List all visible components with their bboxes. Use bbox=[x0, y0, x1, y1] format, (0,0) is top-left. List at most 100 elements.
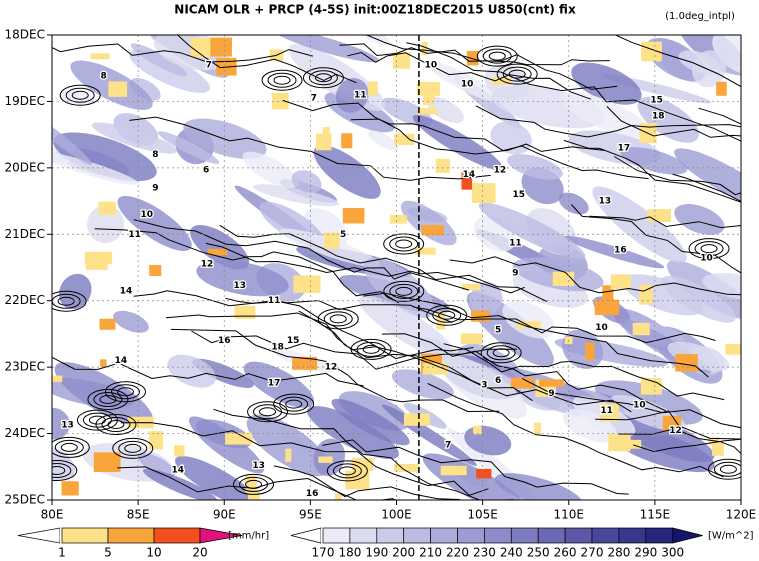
contour bbox=[133, 290, 453, 324]
precip-shade bbox=[539, 379, 565, 387]
colorbar-label: 10 bbox=[146, 546, 161, 560]
contour-label: 11 bbox=[128, 230, 141, 240]
precip-shade bbox=[210, 37, 232, 57]
precip-shade bbox=[552, 271, 575, 287]
colorbar-cell bbox=[403, 527, 431, 544]
contour-ring bbox=[104, 381, 146, 403]
contour-label: 17 bbox=[618, 143, 631, 153]
colorbar-label: 210 bbox=[419, 546, 442, 560]
contour bbox=[298, 310, 632, 413]
contour-ring bbox=[259, 407, 277, 417]
contour bbox=[219, 224, 548, 303]
olr-shade bbox=[53, 132, 157, 182]
contour bbox=[225, 297, 533, 402]
contour-ring bbox=[688, 238, 730, 260]
contour-label: 9 bbox=[152, 183, 158, 193]
contour bbox=[521, 378, 741, 429]
contour-ring bbox=[99, 394, 117, 404]
contour-ring bbox=[253, 404, 283, 420]
precip-shade bbox=[148, 431, 163, 450]
contour-ring bbox=[93, 391, 123, 407]
y-tick-label: 18DEC bbox=[5, 28, 45, 42]
colorbar-label: 300 bbox=[661, 546, 684, 560]
olr-shade bbox=[174, 456, 259, 500]
olr-shade bbox=[307, 405, 399, 460]
contour bbox=[595, 410, 741, 440]
olr-shade bbox=[313, 145, 381, 199]
precip-shade bbox=[417, 81, 441, 96]
olr-shade bbox=[117, 195, 192, 252]
contour bbox=[618, 428, 741, 455]
contour-ring bbox=[707, 458, 741, 480]
colorbar-cell bbox=[564, 527, 593, 544]
contour-label: 15 bbox=[513, 190, 526, 200]
contour-label: 7 bbox=[311, 94, 317, 104]
olr-shade bbox=[58, 273, 92, 310]
colorbar-cell bbox=[510, 527, 539, 544]
colorbar-cell bbox=[645, 527, 674, 544]
contour-label: 5 bbox=[495, 325, 501, 335]
colorbar-label: 5 bbox=[104, 546, 112, 560]
olr-shade bbox=[91, 122, 177, 154]
olr-shade bbox=[702, 273, 741, 301]
contour-label: 17 bbox=[268, 379, 281, 389]
contour-label: 16 bbox=[614, 246, 627, 256]
precip-shade bbox=[191, 39, 199, 52]
precip-shade bbox=[422, 363, 449, 375]
contour-ring bbox=[118, 440, 148, 456]
precip-shade bbox=[207, 248, 228, 256]
precip-shade bbox=[99, 318, 116, 330]
contour-ring bbox=[302, 67, 344, 89]
colorbar-label: 220 bbox=[446, 546, 469, 560]
contour-ring bbox=[488, 51, 506, 61]
contour-ring bbox=[329, 314, 347, 324]
contour-ring bbox=[395, 286, 413, 296]
contour bbox=[406, 42, 741, 142]
contour-ring bbox=[273, 75, 291, 85]
olr-shade bbox=[478, 202, 586, 260]
olr-shade bbox=[130, 43, 187, 77]
chart-subtitle: (1.0deg_intpl) bbox=[665, 11, 735, 22]
contour-ring bbox=[314, 73, 332, 83]
contour bbox=[350, 118, 649, 180]
colorbar-label: 260 bbox=[554, 546, 577, 560]
colorbar-unit: [mm/hr] bbox=[228, 531, 269, 542]
chart-title: NICAM OLR + PRCP (4-5S) init:00Z18DEC201… bbox=[174, 3, 576, 17]
contour-ring bbox=[71, 90, 89, 100]
contour bbox=[129, 116, 491, 181]
colorbar-end bbox=[672, 527, 703, 544]
contour-label: 14 bbox=[463, 170, 476, 180]
contour-label: 8 bbox=[101, 72, 107, 82]
contour bbox=[443, 343, 725, 401]
contour-ring bbox=[52, 436, 90, 458]
contour-ring bbox=[124, 443, 142, 453]
colorbar-label: 240 bbox=[500, 546, 523, 560]
contour bbox=[427, 383, 724, 478]
contour bbox=[191, 330, 518, 370]
contour-ring bbox=[273, 393, 315, 415]
contour bbox=[606, 106, 741, 138]
contour-label: 12 bbox=[494, 165, 507, 175]
contour-label: 18 bbox=[271, 343, 284, 353]
colorbar-cell bbox=[430, 527, 458, 544]
precip-shade bbox=[627, 439, 642, 449]
colorbar-label: 190 bbox=[365, 546, 388, 560]
precip-shade bbox=[716, 81, 727, 96]
contour-ring bbox=[116, 387, 134, 397]
olr-shade bbox=[52, 109, 93, 166]
precip-shade bbox=[389, 215, 407, 224]
contour bbox=[363, 292, 709, 378]
contour-label: 12 bbox=[201, 260, 214, 270]
x-tick-label: 110E bbox=[554, 508, 585, 522]
contour-label: 6 bbox=[203, 165, 209, 175]
precip-shade bbox=[90, 53, 110, 60]
olr-shade bbox=[113, 310, 149, 333]
olr-shade bbox=[507, 154, 563, 180]
olr-shade bbox=[502, 300, 555, 339]
contour-ring bbox=[350, 338, 392, 360]
contour bbox=[563, 139, 741, 203]
contour-ring bbox=[438, 310, 456, 320]
contour-ring bbox=[389, 283, 419, 299]
olr-shade bbox=[157, 131, 220, 164]
